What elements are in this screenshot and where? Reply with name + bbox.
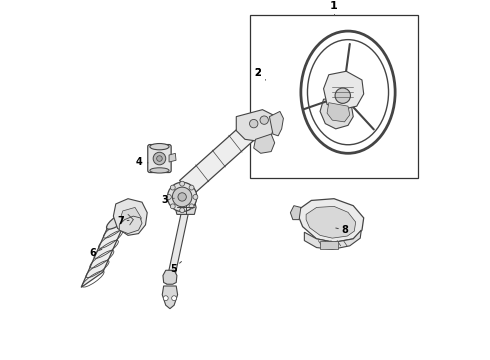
Circle shape <box>178 193 186 201</box>
Circle shape <box>249 120 258 128</box>
Polygon shape <box>306 206 356 238</box>
Polygon shape <box>323 71 364 110</box>
Circle shape <box>172 296 176 301</box>
Circle shape <box>180 181 185 186</box>
Circle shape <box>171 185 175 190</box>
Circle shape <box>172 187 192 207</box>
Text: 4: 4 <box>135 157 148 167</box>
Text: 2: 2 <box>254 68 266 80</box>
Polygon shape <box>121 207 141 230</box>
Circle shape <box>168 182 197 212</box>
Circle shape <box>189 185 194 190</box>
Circle shape <box>180 208 185 213</box>
Bar <box>250 15 418 178</box>
Text: 8: 8 <box>336 225 348 235</box>
Polygon shape <box>299 199 364 242</box>
Polygon shape <box>169 153 176 162</box>
Circle shape <box>163 296 168 301</box>
Text: 1: 1 <box>330 1 338 11</box>
Circle shape <box>167 194 172 199</box>
Polygon shape <box>304 230 361 249</box>
Text: 7: 7 <box>118 216 129 226</box>
Circle shape <box>157 156 162 161</box>
Circle shape <box>260 116 269 124</box>
Circle shape <box>335 88 350 103</box>
Polygon shape <box>236 110 275 141</box>
Polygon shape <box>166 208 190 284</box>
Polygon shape <box>270 111 283 136</box>
Circle shape <box>171 204 175 209</box>
Text: 2: 2 <box>254 68 266 80</box>
FancyBboxPatch shape <box>148 145 171 172</box>
Circle shape <box>153 152 166 165</box>
Polygon shape <box>320 98 359 129</box>
Polygon shape <box>291 206 301 220</box>
Polygon shape <box>254 134 275 153</box>
Circle shape <box>193 194 198 199</box>
Polygon shape <box>81 213 129 287</box>
Text: 3: 3 <box>161 195 174 206</box>
Ellipse shape <box>150 144 169 150</box>
Polygon shape <box>180 121 258 196</box>
Text: 6: 6 <box>90 248 102 258</box>
Polygon shape <box>113 199 147 235</box>
Polygon shape <box>163 270 177 284</box>
Polygon shape <box>119 216 142 234</box>
Polygon shape <box>162 286 177 309</box>
Bar <box>320 240 338 249</box>
Ellipse shape <box>150 168 169 173</box>
Text: 5: 5 <box>170 261 181 274</box>
Ellipse shape <box>106 210 132 229</box>
Circle shape <box>189 204 194 209</box>
Polygon shape <box>175 201 196 215</box>
Polygon shape <box>327 103 350 122</box>
